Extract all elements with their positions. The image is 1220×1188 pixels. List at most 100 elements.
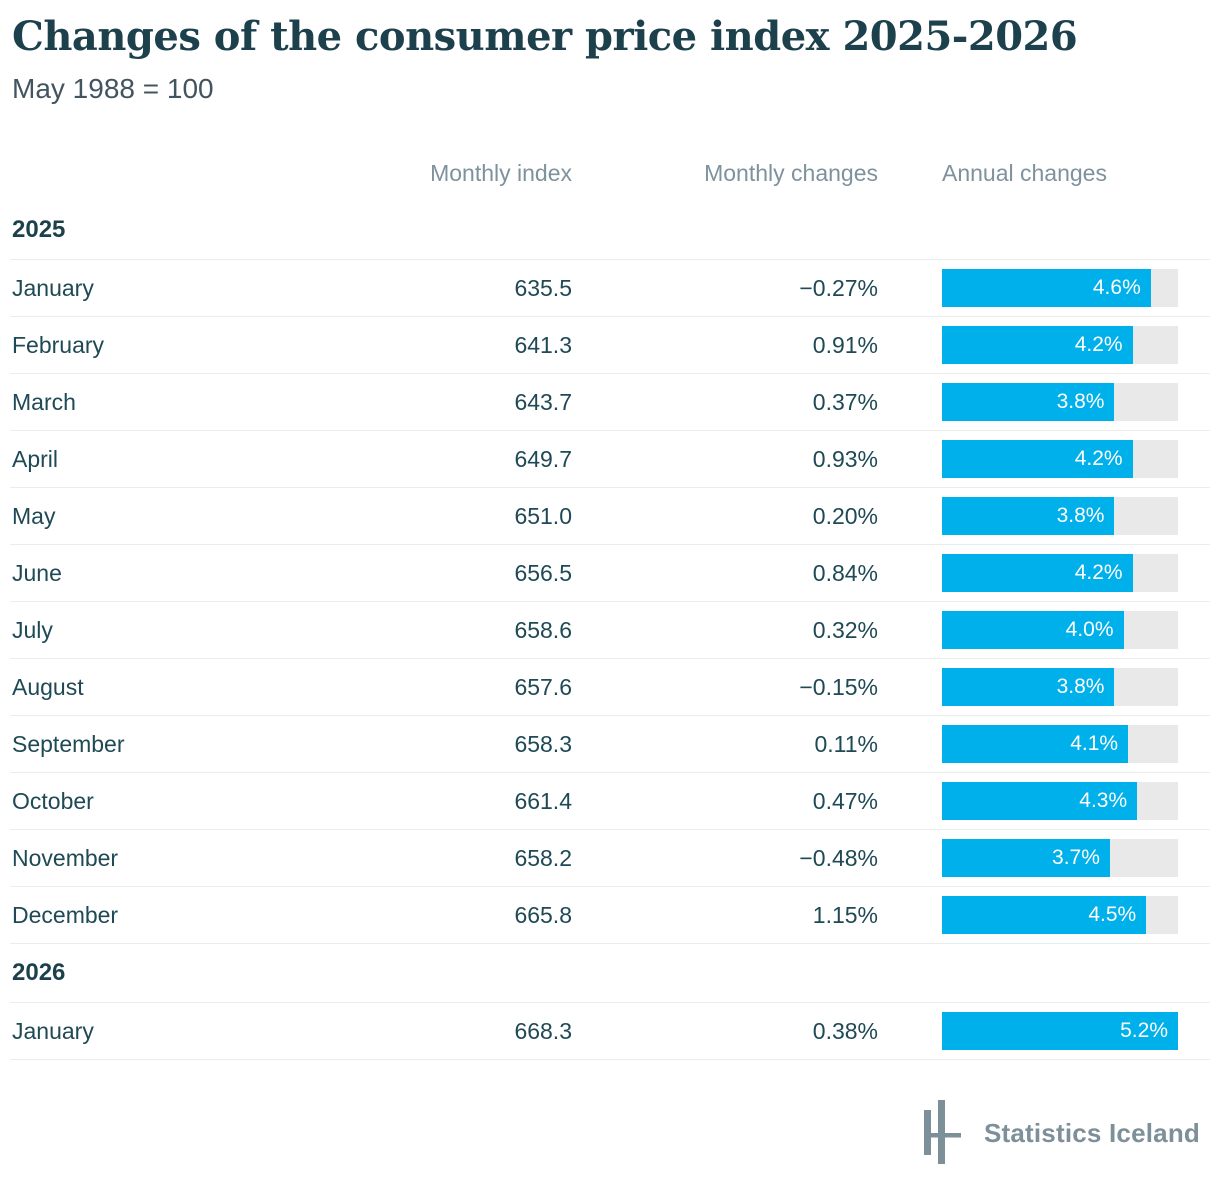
annual-change-bar-track: 4.0% bbox=[942, 611, 1178, 649]
monthly-index-value: 658.6 bbox=[514, 616, 572, 643]
annual-change-bar: 3.8% bbox=[942, 668, 1115, 706]
annual-change-cell: 4.3% bbox=[878, 782, 1210, 820]
annual-change-cell: 4.2% bbox=[878, 554, 1210, 592]
monthly-index-value: 649.7 bbox=[514, 445, 572, 472]
annual-change-cell: 4.2% bbox=[878, 440, 1210, 478]
annual-change-bar: 4.2% bbox=[942, 440, 1133, 478]
annual-change-value: 4.2% bbox=[1074, 447, 1123, 470]
annual-change-bar: 4.3% bbox=[942, 782, 1138, 820]
month-label: February bbox=[12, 331, 105, 358]
monthly-change-value: 0.32% bbox=[812, 616, 878, 643]
annual-change-cell: 3.8% bbox=[878, 383, 1210, 421]
monthly-change-value: 0.20% bbox=[812, 502, 878, 529]
annual-change-value: 4.2% bbox=[1074, 561, 1123, 584]
annual-change-value: 4.2% bbox=[1074, 333, 1123, 356]
table-row: July 658.6 0.32% 4.0% bbox=[10, 601, 1210, 658]
month-label: October bbox=[12, 787, 94, 814]
annual-change-value: 4.3% bbox=[1079, 789, 1128, 812]
annual-change-cell: 3.7% bbox=[878, 839, 1210, 877]
table-row: September 658.3 0.11% 4.1% bbox=[10, 715, 1210, 772]
monthly-index-value: 658.2 bbox=[514, 844, 572, 871]
month-label: September bbox=[12, 730, 125, 757]
annual-change-bar: 4.2% bbox=[942, 326, 1133, 364]
month-label: March bbox=[12, 388, 76, 415]
annual-change-cell: 4.1% bbox=[878, 725, 1210, 763]
monthly-change-value: −0.48% bbox=[799, 844, 878, 871]
annual-change-bar: 4.5% bbox=[942, 896, 1147, 934]
annual-change-bar-track: 3.7% bbox=[942, 839, 1178, 877]
monthly-index-value: 657.6 bbox=[514, 673, 572, 700]
monthly-change-value: 1.15% bbox=[812, 901, 878, 928]
month-label: January bbox=[12, 1017, 94, 1044]
monthly-index-value: 661.4 bbox=[514, 787, 572, 814]
page-subtitle: May 1988 = 100 bbox=[12, 73, 214, 104]
monthly-change-value: 0.11% bbox=[814, 730, 878, 757]
month-label: December bbox=[12, 901, 119, 928]
month-label: August bbox=[12, 673, 84, 700]
annual-change-bar-track: 4.2% bbox=[942, 554, 1178, 592]
month-label: July bbox=[12, 616, 53, 643]
annual-change-value: 5.2% bbox=[1120, 1019, 1168, 1042]
annual-change-value: 4.1% bbox=[1070, 732, 1119, 755]
month-label: May bbox=[12, 502, 56, 529]
annual-change-value: 4.6% bbox=[1092, 276, 1141, 299]
annual-change-bar-track: 4.3% bbox=[942, 782, 1178, 820]
footer-branding: Statistics Iceland bbox=[923, 1100, 1200, 1166]
table-row: March 643.7 0.37% 3.8% bbox=[10, 373, 1210, 430]
table-row: December 665.8 1.15% 4.5% bbox=[10, 886, 1210, 943]
year-section: January 668.3 0.38% 5.2% bbox=[10, 1002, 1210, 1060]
cpi-table: Monthly index Monthly changes Annual cha… bbox=[10, 145, 1210, 1060]
month-label: June bbox=[12, 559, 62, 586]
monthly-change-value: 0.84% bbox=[812, 559, 878, 586]
annual-change-value: 3.8% bbox=[1056, 504, 1105, 527]
annual-change-bar: 4.1% bbox=[942, 725, 1129, 763]
monthly-index-value: 635.5 bbox=[514, 274, 572, 301]
annual-change-bar-track: 4.2% bbox=[942, 326, 1178, 364]
annual-change-bar: 3.8% bbox=[942, 497, 1115, 535]
annual-change-value: 4.0% bbox=[1065, 618, 1114, 641]
column-header-monthly-index: Monthly index bbox=[430, 159, 572, 186]
annual-change-bar-track: 4.5% bbox=[942, 896, 1178, 934]
column-header-annual-changes: Annual changes bbox=[942, 159, 1107, 186]
month-label: November bbox=[12, 844, 119, 871]
table-row: June 656.5 0.84% 4.2% bbox=[10, 544, 1210, 601]
annual-change-bar-track: 3.8% bbox=[942, 383, 1178, 421]
table-row: February 641.3 0.91% 4.2% bbox=[10, 316, 1210, 373]
monthly-change-value: −0.15% bbox=[799, 673, 878, 700]
table-row: May 651.0 0.20% 3.8% bbox=[10, 487, 1210, 544]
column-header-monthly-changes: Monthly changes bbox=[704, 159, 878, 186]
monthly-index-value: 643.7 bbox=[514, 388, 572, 415]
monthly-index-value: 665.8 bbox=[514, 901, 572, 928]
year-header: 2025 bbox=[12, 216, 66, 243]
table-row: April 649.7 0.93% 4.2% bbox=[10, 430, 1210, 487]
month-label: January bbox=[12, 274, 94, 301]
monthly-change-value: 0.93% bbox=[812, 445, 878, 472]
monthly-change-value: 0.47% bbox=[812, 787, 878, 814]
monthly-change-value: 0.37% bbox=[812, 388, 878, 415]
annual-change-value: 3.8% bbox=[1056, 390, 1105, 413]
table-row: January 635.5 −0.27% 4.6% bbox=[10, 259, 1210, 316]
annual-change-bar: 4.2% bbox=[942, 554, 1133, 592]
table-row: August 657.6 −0.15% 3.8% bbox=[10, 658, 1210, 715]
annual-change-value: 3.7% bbox=[1052, 846, 1100, 869]
month-label: April bbox=[12, 445, 59, 472]
annual-change-bar-track: 4.6% bbox=[942, 269, 1178, 307]
annual-change-bar-track: 4.1% bbox=[942, 725, 1178, 763]
monthly-change-value: 0.38% bbox=[812, 1017, 878, 1044]
annual-change-bar: 4.0% bbox=[942, 611, 1124, 649]
annual-change-bar: 3.7% bbox=[942, 839, 1110, 877]
year-section: January 635.5 −0.27% 4.6% February 641.3 0.91%… bbox=[10, 259, 1210, 944]
monthly-index-value: 658.3 bbox=[514, 730, 572, 757]
monthly-change-value: −0.27% bbox=[799, 274, 878, 301]
monthly-index-value: 641.3 bbox=[514, 331, 572, 358]
annual-change-bar: 4.6% bbox=[942, 269, 1151, 307]
annual-change-cell: 3.8% bbox=[878, 497, 1210, 535]
monthly-index-value: 668.3 bbox=[514, 1017, 572, 1044]
monthly-index-value: 656.5 bbox=[514, 559, 572, 586]
table-row: October 661.4 0.47% 4.3% bbox=[10, 772, 1210, 829]
table-row: January 668.3 0.38% 5.2% bbox=[10, 1002, 1210, 1059]
annual-change-bar-track: 3.8% bbox=[942, 497, 1178, 535]
annual-change-cell: 4.5% bbox=[878, 896, 1210, 934]
statistics-iceland-brand-text: Statistics Iceland bbox=[983, 1117, 1200, 1148]
page-title: Changes of the consumer price index 2025… bbox=[12, 13, 1078, 60]
